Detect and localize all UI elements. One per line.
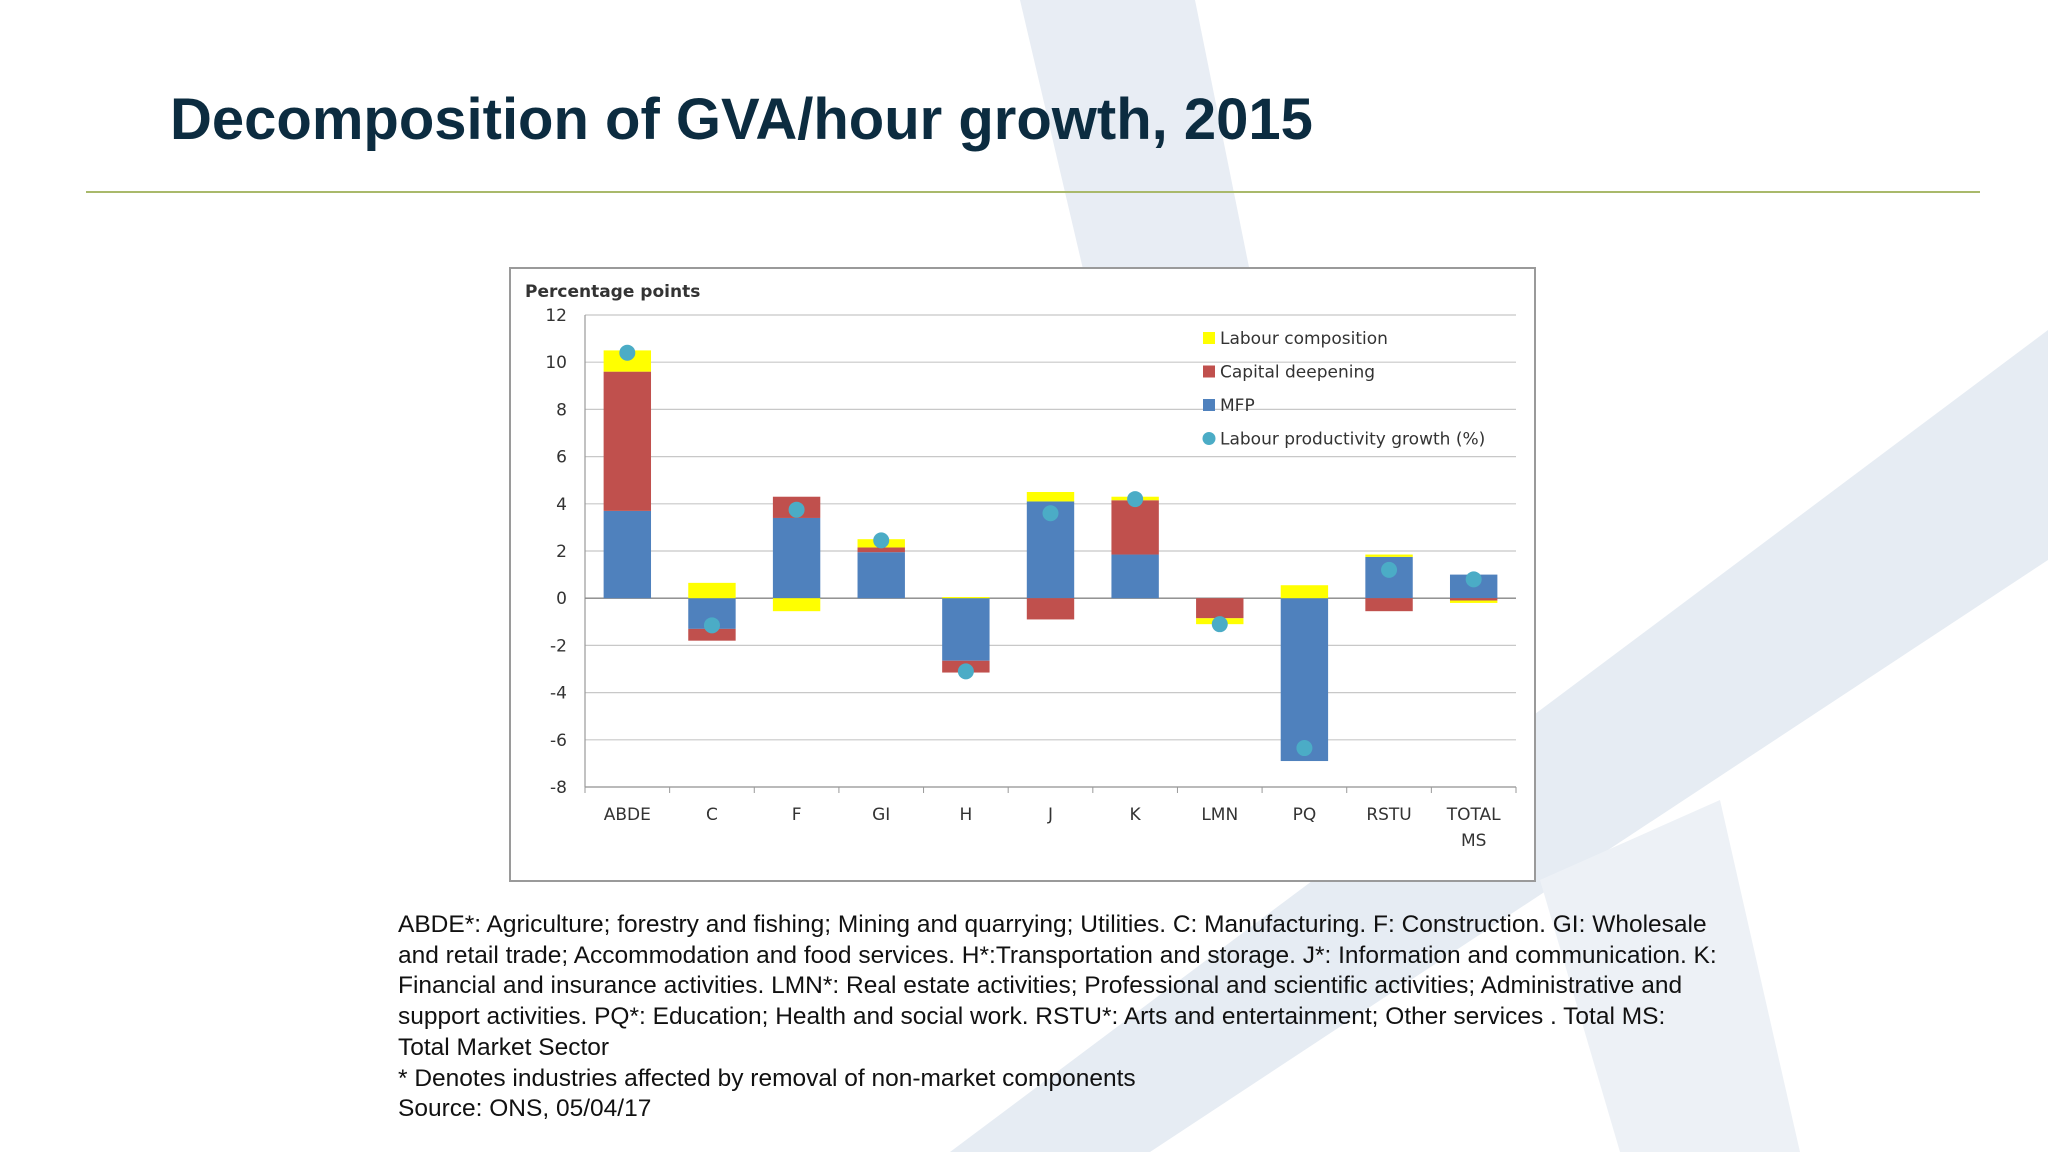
legend-marker (1202, 432, 1216, 445)
y-tick-label: -6 (550, 731, 567, 751)
footnote-definitions: ABDE*: Agriculture; forestry and fishing… (398, 911, 1717, 1061)
bar-mfp-k (1111, 554, 1159, 599)
legend-label: MFP (1220, 396, 1255, 416)
bar-capital-deepening-j (1026, 598, 1075, 620)
bar-labour-composition-c (688, 582, 736, 599)
point-labour-productivity-total-ms (1465, 571, 1482, 588)
bar-labour-composition-total-ms (1449, 600, 1498, 603)
bar-capital-deepening-rstu (1365, 598, 1413, 612)
legend-swatch (1203, 332, 1215, 344)
point-labour-productivity-pq (1296, 740, 1313, 757)
bar-labour-composition-j (1026, 492, 1075, 502)
x-tick-label: RSTU (1366, 805, 1411, 825)
point-labour-productivity-k (1127, 491, 1144, 508)
chart-frame: Percentage points -8 -6 -4 -2 0 2 4 6 8 10 12 ABDE C F… (509, 267, 1536, 882)
bar-mfp-gi (857, 552, 905, 599)
y-tick-label: -8 (550, 778, 567, 798)
legend-label: Labour productivity growth (%) (1220, 430, 1485, 450)
legend-label: Capital deepening (1220, 363, 1375, 383)
bar-capital-deepening-total-ms (1449, 598, 1498, 601)
point-labour-productivity-c (703, 617, 720, 634)
bar-capital-deepening-k (1111, 500, 1159, 555)
bar-labour-composition-f (772, 598, 821, 612)
bar-labour-composition-abde (603, 350, 652, 372)
x-tick-label: C (706, 805, 718, 825)
x-tick-label: J (1047, 805, 1053, 825)
point-labour-productivity-rstu (1381, 561, 1398, 578)
x-tick-label: F (792, 805, 802, 825)
point-labour-productivity-h (957, 663, 974, 680)
bar-mfp-pq (1280, 598, 1329, 762)
point-labour-productivity-j (1042, 505, 1059, 522)
bar-labour-composition-rstu (1365, 554, 1413, 557)
bar-mfp-abde (603, 510, 652, 599)
y-tick-label: -2 (550, 636, 567, 656)
footnotes: ABDE*: Agriculture; forestry and fishing… (398, 910, 1718, 1125)
slide-title: Decomposition of GVA/hour growth, 2015 (170, 87, 1313, 152)
y-tick-label: 8 (556, 400, 567, 420)
point-labour-productivity-lmn (1211, 616, 1228, 633)
y-tick-label: 0 (556, 589, 567, 609)
x-tick-label: ABDE (604, 805, 651, 825)
footnote-source: Source: ONS, 05/04/17 (398, 1095, 652, 1123)
point-labour-productivity-gi (873, 532, 890, 549)
y-tick-label: 6 (556, 448, 567, 468)
bar-mfp-h (942, 598, 990, 661)
bar-capital-deepening-c (688, 628, 736, 641)
point-labour-productivity-f (788, 501, 805, 518)
y-tick-label: 4 (556, 495, 567, 515)
x-tick-label: H (959, 805, 972, 825)
x-tick-label: TOTAL MS (1446, 805, 1501, 851)
y-tick-label: 10 (545, 353, 567, 373)
point-labour-productivity-abde (619, 344, 636, 361)
legend-swatch (1203, 399, 1215, 411)
bar-labour-composition-pq (1280, 585, 1329, 599)
x-tick-label: LMN (1201, 805, 1238, 825)
y-axis-label: Percentage points (525, 282, 700, 302)
stacked-bar-chart: Percentage points -8 -6 -4 -2 0 2 4 6 8 10 12 ABDE C F… (525, 282, 1517, 851)
y-tick-label: 2 (556, 542, 567, 562)
x-tick-label: GI (872, 805, 890, 825)
bar-labour-composition-h (942, 597, 990, 599)
bar-capital-deepening-gi (857, 547, 905, 553)
x-tick-label: PQ (1293, 805, 1317, 825)
title-divider (86, 191, 1980, 193)
y-tick-label: 12 (545, 306, 567, 326)
bar-mfp-f (772, 517, 821, 599)
x-tick-label: K (1130, 805, 1142, 825)
bar-capital-deepening-lmn (1196, 598, 1244, 619)
footnote-asterisk: * Denotes industries affected by removal… (398, 1064, 1136, 1092)
legend-swatch (1203, 365, 1215, 378)
y-tick-label: -4 (550, 684, 567, 704)
bar-capital-deepening-abde (603, 371, 652, 511)
legend-label: Labour composition (1220, 329, 1388, 349)
